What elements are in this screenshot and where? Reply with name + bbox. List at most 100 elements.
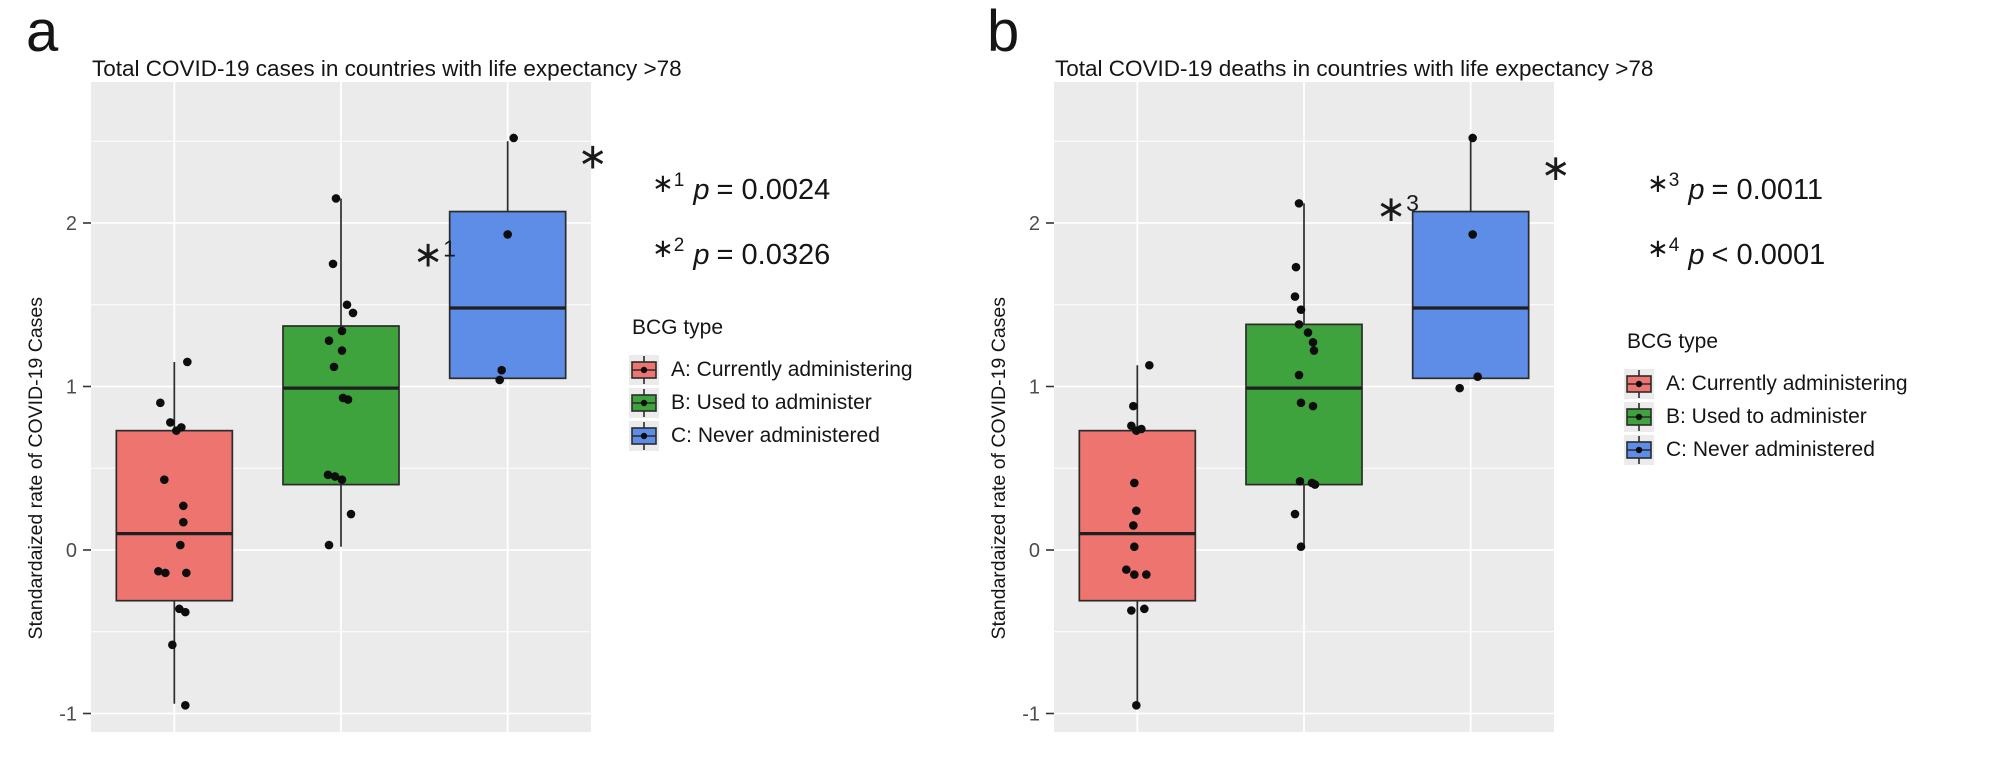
p-value-text: = 0.0024 — [716, 174, 831, 206]
asterisk-marker: ∗ — [652, 233, 674, 263]
data-point — [1291, 262, 1301, 272]
legend-item: C: Never administered — [628, 419, 913, 452]
data-point — [1145, 360, 1154, 370]
data-point — [172, 426, 181, 435]
y-axis-tick-label: 0 — [1029, 540, 1040, 562]
panel-b-chart-title: Total COVID-19 deaths in countries with … — [1055, 56, 1654, 81]
significance-mark: ∗1 — [413, 234, 456, 275]
panel-a-boxplot-chart: 2 1 0 -1 Standardaized rate of COVID-19 Case… — [26, 82, 606, 732]
legend-title: BCG type — [632, 316, 724, 339]
p-value-text: < 0.0001 — [1711, 239, 1826, 271]
y-axis-tick-label: 0 — [66, 540, 77, 562]
panel-b-letter: b — [987, 0, 1020, 64]
data-point — [160, 475, 169, 484]
panel-a: a Total COVID-19 cases in countries with… — [26, 0, 913, 732]
y-axis-title: Standardaized rate of COVID-19 Cases — [26, 297, 47, 640]
data-point — [154, 566, 163, 576]
asterisk-marker: ∗ — [1647, 233, 1669, 263]
data-point — [1468, 133, 1477, 143]
p-variable: p — [693, 239, 710, 271]
legend-boxplot-key-icon — [1624, 434, 1654, 465]
legend-key-point — [1635, 446, 1643, 453]
data-point — [495, 375, 504, 385]
data-point — [1303, 328, 1313, 337]
p-value-line: ∗2 p = 0.0326 — [652, 233, 830, 272]
data-point — [343, 395, 353, 404]
legend-boxplot-key-icon — [629, 354, 659, 385]
data-point — [1296, 542, 1306, 552]
panel-b: b Total COVID-19 deaths in countries wit… — [987, 0, 1990, 764]
asterisk-number: 2 — [673, 235, 685, 256]
p-value-text: = 0.0326 — [716, 239, 831, 271]
data-point — [1473, 372, 1482, 381]
data-point — [342, 300, 352, 310]
data-point — [183, 357, 192, 367]
legend-boxplot-key-icon — [1624, 368, 1654, 399]
data-point — [324, 336, 334, 346]
data-point — [1308, 338, 1318, 347]
data-point — [179, 517, 188, 527]
data-point — [328, 259, 338, 269]
asterisk-marker: ∗ — [1647, 168, 1669, 198]
legend-item: A: Currently administering — [628, 353, 913, 386]
data-point — [1122, 565, 1131, 574]
y-axis-tick-label: 1 — [66, 377, 77, 399]
legend-boxplot-key-icon — [1624, 401, 1654, 432]
data-point — [509, 133, 518, 143]
data-point — [337, 475, 347, 484]
legend-item-label: B: Used to administer — [1666, 404, 1867, 428]
data-point — [337, 326, 347, 336]
p-value-line: ∗1 p = 0.0024 — [652, 168, 830, 207]
p-variable: p — [1688, 239, 1705, 271]
data-point — [166, 418, 175, 427]
y-axis-tick-label: 2 — [66, 213, 77, 235]
data-point — [1455, 383, 1464, 393]
data-point — [346, 509, 356, 519]
legend-key-point — [1635, 413, 1643, 420]
data-point — [176, 540, 185, 550]
data-point — [181, 607, 190, 617]
data-point — [168, 640, 177, 650]
data-point — [1290, 509, 1300, 519]
data-point — [1296, 305, 1306, 314]
data-point — [1140, 604, 1149, 614]
y-axis-tick-label: 1 — [1029, 377, 1040, 399]
data-point — [329, 362, 339, 372]
y-axis-tick-label: -1 — [1022, 704, 1040, 726]
data-point — [161, 568, 170, 578]
data-point — [330, 472, 340, 481]
data-point — [1132, 426, 1141, 435]
p-variable: p — [693, 174, 710, 206]
legend-item-label: C: Never administered — [671, 423, 880, 447]
legend-item-label: C: Never administered — [1666, 437, 1875, 461]
data-point — [348, 308, 358, 318]
data-point — [1295, 477, 1305, 486]
data-point — [1129, 401, 1138, 411]
data-point — [1294, 370, 1304, 380]
significance-mark: ∗4 — [1541, 147, 1569, 188]
legend-item-label: A: Currently administering — [1666, 371, 1908, 395]
data-point — [331, 194, 341, 203]
boxplot-box — [448, 210, 567, 380]
data-point — [1290, 292, 1300, 301]
legend-item: B: Used to administer — [1623, 400, 1908, 433]
data-point — [181, 701, 190, 710]
data-point — [337, 346, 347, 355]
panel-b-boxplot-chart: 2 1 0 -1 Standardaized rate of COVID-19 Case… — [989, 82, 1569, 732]
significance-mark: ∗3 — [1376, 188, 1419, 229]
panel-a-legend: BCG type A: Currently administering B: Use… — [628, 316, 913, 452]
p-value-line: ∗4 p < 0.0001 — [1647, 233, 1825, 272]
panel-b-legend: BCG type A: Currently administering B: Use… — [1623, 330, 1908, 466]
data-point — [1468, 230, 1477, 239]
p-value-line: ∗3 p = 0.0011 — [1647, 168, 1823, 207]
significance-mark: ∗2 — [578, 136, 606, 177]
legend-title: BCG type — [1627, 330, 1719, 353]
data-point — [323, 470, 333, 480]
data-point — [1127, 606, 1136, 615]
data-point — [324, 540, 334, 550]
data-point — [1142, 570, 1151, 579]
legend-boxplot-key-icon — [629, 387, 659, 418]
data-point — [1130, 478, 1139, 488]
data-point — [1129, 521, 1138, 530]
data-point — [503, 230, 512, 239]
